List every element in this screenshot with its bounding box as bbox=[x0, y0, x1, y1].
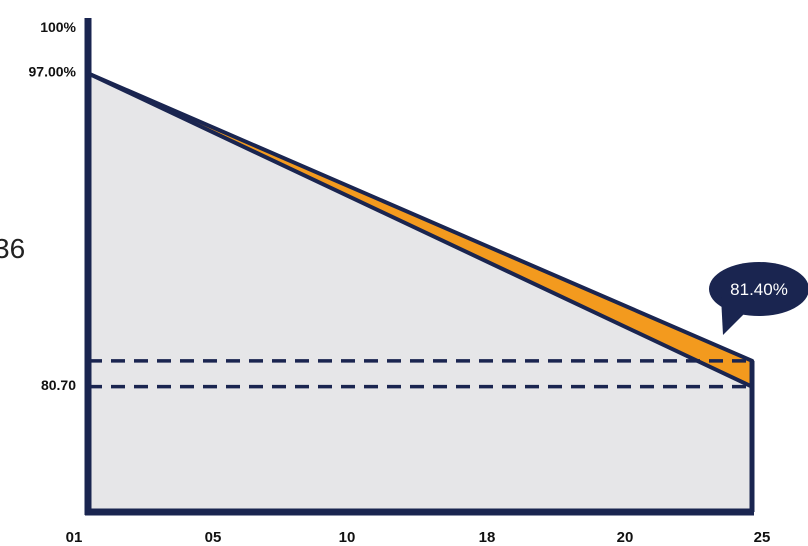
callout-bubble: 81.40% bbox=[709, 262, 808, 335]
callout-bubble-tail bbox=[721, 297, 745, 335]
x-tick-label-05: 05 bbox=[205, 529, 222, 546]
upper-series-line bbox=[86, 71, 754, 363]
y-tick-label-100: 100% bbox=[40, 19, 76, 35]
x-tick-label-20: 20 bbox=[617, 529, 634, 546]
x-tick-label-18: 18 bbox=[479, 529, 496, 546]
callout-value: 81.40% bbox=[730, 280, 788, 299]
x-tick-label-25: 25 bbox=[754, 529, 771, 546]
x-tick-label-10: 10 bbox=[339, 529, 356, 546]
partial-side-text: 36 bbox=[0, 233, 25, 264]
lower-series-line bbox=[86, 71, 754, 389]
x-tick-label-01: 01 bbox=[66, 529, 83, 546]
area-fill bbox=[88, 73, 752, 512]
y-tick-label-80-70: 80.70 bbox=[41, 377, 76, 393]
callout-bubble-body bbox=[709, 262, 808, 316]
y-tick-label-97: 97.00% bbox=[29, 63, 77, 79]
